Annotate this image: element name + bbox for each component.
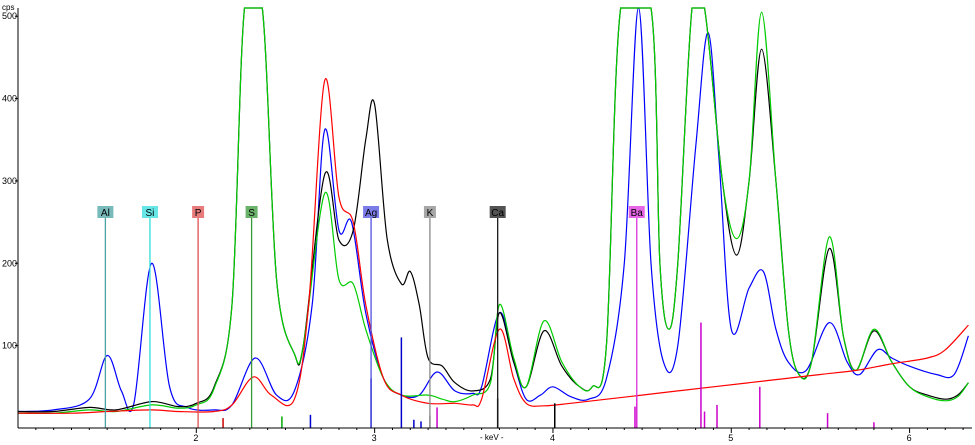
x-tick-label: 4 [550,433,555,443]
element-label-k: K [427,208,434,219]
element-label-box-si[interactable] [141,206,158,218]
x-tick-label: 6 [907,433,912,443]
element-label-box-k[interactable] [423,206,436,218]
y-tick-label: 300 [2,176,17,186]
y-tick-label: 500 [2,11,17,21]
element-label-s: S [248,208,255,219]
element-label-p: P [195,208,202,219]
y-axis-unit: cps [2,3,14,12]
x-tick-label: 5 [728,433,733,443]
x-tick-label: 3 [372,433,377,443]
series-layer [17,7,969,415]
element-layer: Al Si P S Ag K Ca Ba [97,206,645,428]
element-label-ag: Ag [365,208,377,219]
element-label-al: Al [101,208,110,219]
element-label-box-ag[interactable] [363,206,380,218]
element-label-box-s[interactable] [245,206,258,218]
element-label-ba: Ba [631,208,644,219]
x-axis-unit: - keV - [480,433,504,442]
y-tick-label: 400 [2,94,17,104]
y-tick-label: 200 [2,258,17,268]
element-label-box-p[interactable] [192,206,205,218]
y-tick-label: 100 [2,341,17,351]
element-label-ca: Ca [491,208,504,219]
element-label-box-ca[interactable] [489,206,506,218]
spectrum-line-3 [17,77,969,414]
spectrum-line-0 [17,7,969,413]
spectrum-line-2 [17,7,969,415]
element-label-si: Si [146,208,155,219]
axis-layer: cps - keV - 100 200 300 400 500 2 3 4 5 6 [2,3,972,443]
x-tick-label: 2 [193,433,198,443]
element-label-box-ba[interactable] [628,206,645,218]
element-label-box-al[interactable] [97,206,114,218]
